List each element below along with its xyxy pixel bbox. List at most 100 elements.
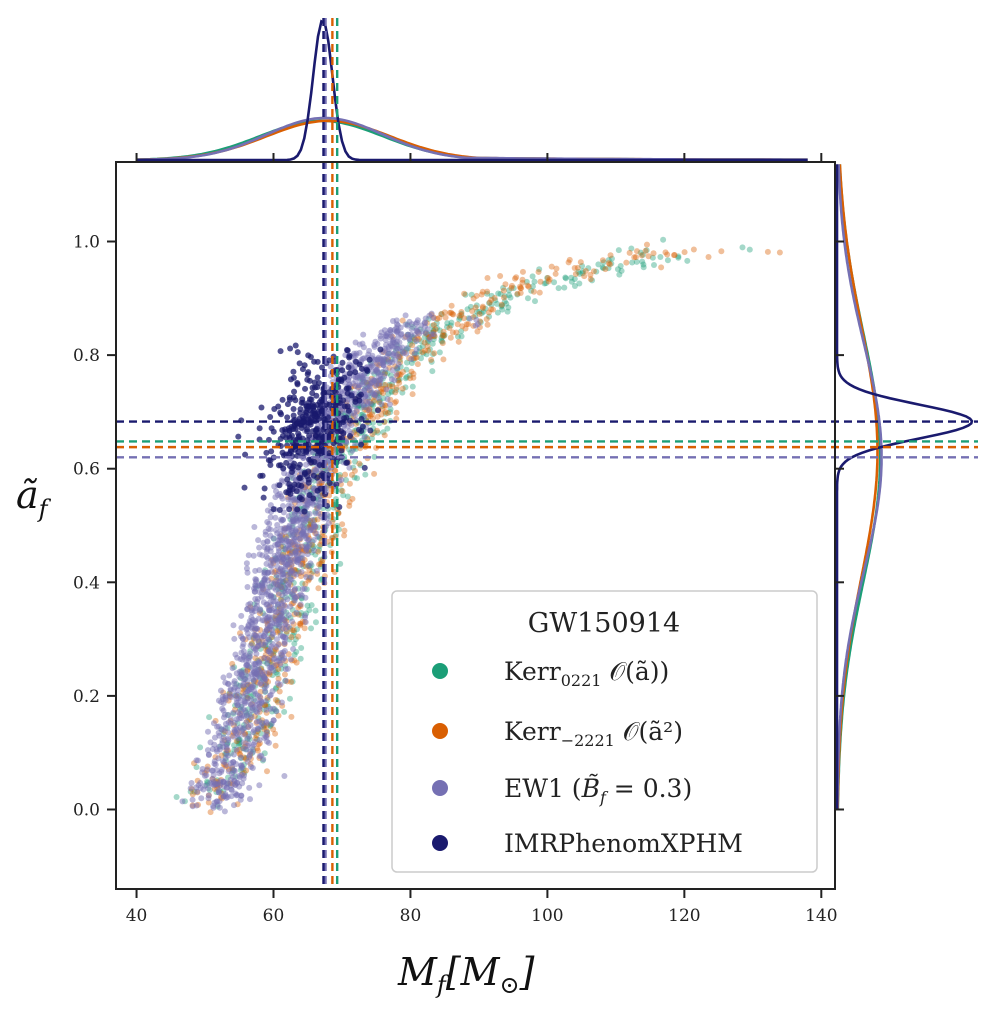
scatter-point <box>281 708 288 715</box>
scatter-point <box>307 574 314 581</box>
scatter-point <box>436 349 443 356</box>
scatter-point <box>628 245 635 252</box>
scatter-point <box>235 433 242 440</box>
scatter-point <box>488 292 495 299</box>
scatter-point <box>309 428 316 435</box>
scatter-point <box>268 425 275 432</box>
scatter-point <box>419 349 426 356</box>
scatter-point <box>317 485 324 492</box>
scatter-point <box>409 383 416 390</box>
scatter-point <box>458 328 465 335</box>
scatter-point <box>290 394 297 401</box>
scatter-point <box>436 314 443 321</box>
scatter-point <box>364 391 371 398</box>
scatter-point <box>346 464 353 471</box>
scatter-point <box>227 720 234 727</box>
scatter-point <box>229 660 236 667</box>
scatter-point <box>650 261 657 268</box>
scatter-point <box>566 256 573 263</box>
scatter-point <box>429 368 436 375</box>
scatter-point <box>281 640 288 647</box>
scatter-point <box>369 411 376 418</box>
scatter-point <box>289 618 296 625</box>
scatter-point <box>294 555 301 562</box>
scatter-point <box>382 410 389 417</box>
scatter-point <box>295 430 302 437</box>
scatter-point <box>320 415 327 422</box>
scatter-point <box>643 247 650 254</box>
scatter-point <box>343 347 350 354</box>
legend-label-ew1-tail: = 0.3) <box>606 774 692 803</box>
scatter-point <box>249 609 256 616</box>
scatter-point <box>238 624 245 631</box>
scatter-point <box>193 764 200 771</box>
scatter-point <box>358 416 365 423</box>
scatter-point <box>348 471 355 478</box>
scatter-point <box>393 398 400 405</box>
scatter-point <box>519 268 526 275</box>
scatter-point <box>267 461 274 468</box>
scatter-point <box>216 798 223 805</box>
scatter-point <box>314 533 321 540</box>
scatter-point <box>316 502 323 509</box>
scatter-point <box>396 376 403 383</box>
scatter-point <box>505 287 512 294</box>
scatter-point <box>633 258 640 265</box>
scatter-point <box>211 760 218 767</box>
scatter-point <box>498 303 505 310</box>
scatter-point <box>266 607 273 614</box>
top-marginal-curve <box>136 119 808 161</box>
top-marginal-curve <box>136 116 808 162</box>
scatter-point <box>291 388 298 395</box>
scatter-point <box>340 397 347 404</box>
scatter-point <box>251 588 258 595</box>
scatter-point <box>278 699 285 706</box>
scatter-point <box>458 311 465 318</box>
scatter-point <box>216 782 223 789</box>
scatter-point <box>188 779 195 786</box>
scatter-point <box>568 278 575 285</box>
scatter-point <box>572 270 579 277</box>
legend-title: GW150914 <box>528 608 680 639</box>
scatter-point <box>275 403 282 410</box>
scatter-point <box>348 392 355 399</box>
scatter-point <box>545 278 552 285</box>
scatter-point <box>428 331 435 338</box>
scatter-point <box>236 715 243 722</box>
scatter-point <box>234 654 241 661</box>
scatter-point <box>216 732 223 739</box>
scatter-point <box>776 249 783 256</box>
scatter-point <box>341 527 348 534</box>
scatter-point <box>285 542 292 549</box>
scatter-point <box>387 329 394 336</box>
scatter-point <box>353 350 360 357</box>
scatter-point <box>660 236 667 243</box>
legend-label-kerr2221-tail: 𝒪(ã²) <box>615 717 683 746</box>
scatter-point <box>264 538 271 545</box>
scatter-point <box>306 607 313 614</box>
scatter-point <box>607 252 614 259</box>
scatter-point <box>235 740 242 747</box>
scatter-point <box>272 742 279 749</box>
x-axis-title-unit: [M <box>446 950 501 994</box>
scatter-point <box>272 696 279 703</box>
scatter-point <box>295 482 302 489</box>
scatter-point <box>299 580 306 587</box>
scatter-point <box>662 249 669 256</box>
scatter-point <box>426 346 433 353</box>
scatter-point <box>408 368 415 375</box>
scatter-point <box>289 678 296 685</box>
scatter-point <box>356 460 363 467</box>
scatter-point <box>254 745 261 752</box>
scatter-point <box>377 346 384 353</box>
scatter-point <box>339 521 346 528</box>
scatter-point <box>247 600 254 607</box>
scatter-point <box>465 321 472 328</box>
scatter-point <box>486 299 493 306</box>
scatter-point <box>514 291 521 298</box>
scatter-point <box>263 449 270 456</box>
scatter-point <box>296 620 303 627</box>
scatter-point <box>599 257 606 264</box>
scatter-point <box>650 250 657 257</box>
scatter-point <box>512 275 519 282</box>
